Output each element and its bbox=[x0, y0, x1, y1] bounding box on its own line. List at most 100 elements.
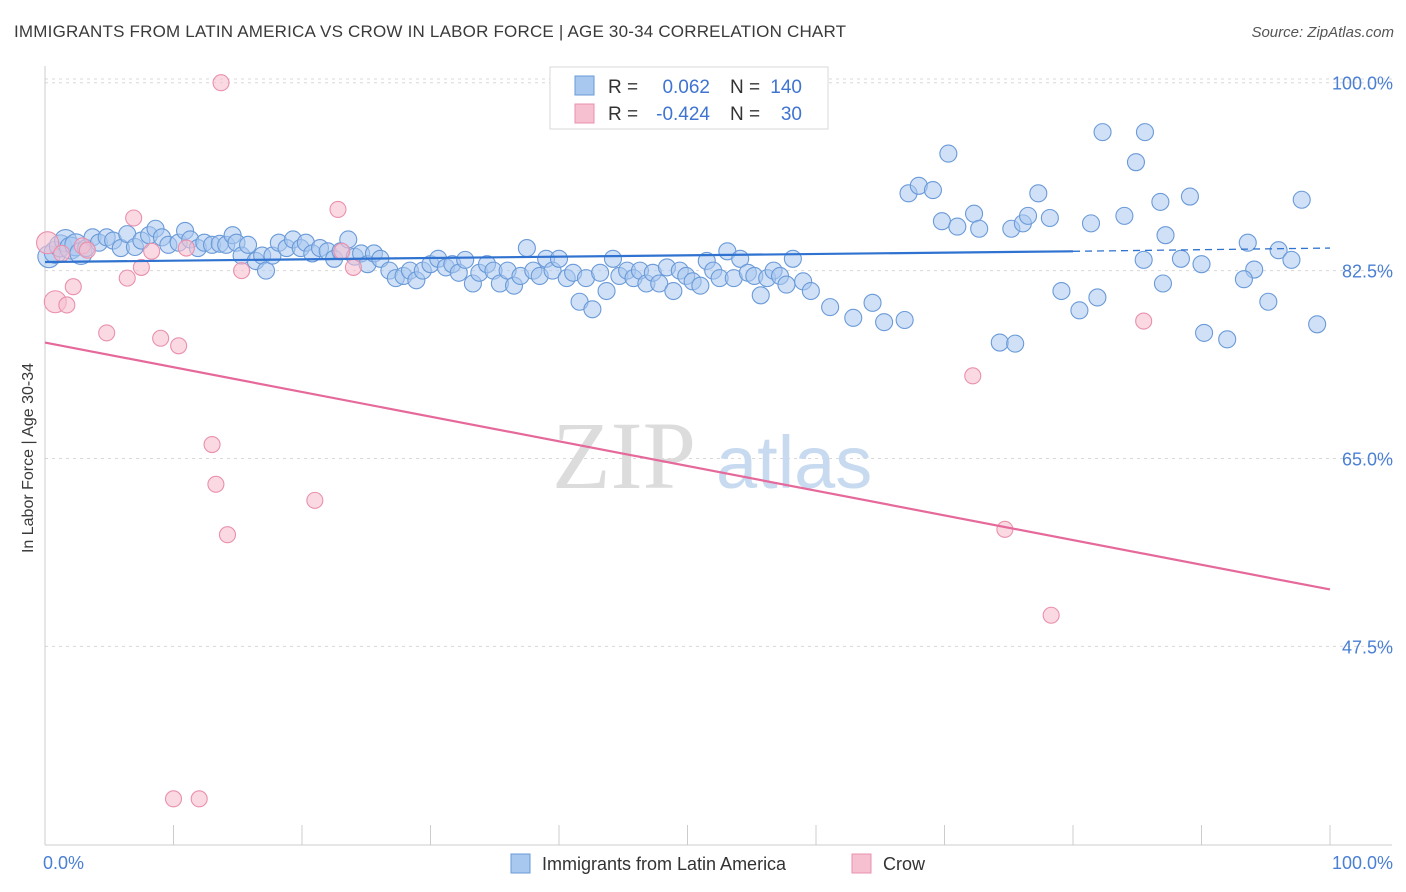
point-pink bbox=[329, 200, 347, 218]
point-blue bbox=[844, 308, 863, 327]
point-pink bbox=[190, 790, 208, 808]
legend-bottom-swatch-blue bbox=[510, 853, 531, 874]
point-blue bbox=[1308, 315, 1327, 334]
series-blue-points bbox=[37, 123, 1327, 353]
point-pink bbox=[98, 324, 116, 342]
point-blue bbox=[801, 281, 820, 301]
x-tick-labels: 0.0% 100.0% bbox=[43, 853, 1393, 873]
point-blue bbox=[1218, 330, 1237, 349]
point-blue bbox=[1234, 270, 1253, 289]
point-blue bbox=[751, 286, 770, 305]
point-pink bbox=[132, 258, 150, 276]
y-tick-labels: 47.5% 65.0% 82.5% 100.0% bbox=[1332, 74, 1393, 658]
point-pink bbox=[36, 231, 60, 255]
legend-n-value: 30 bbox=[781, 104, 802, 125]
point-pink bbox=[333, 242, 351, 260]
point-blue bbox=[549, 249, 569, 268]
point-pink bbox=[233, 262, 251, 280]
point-blue bbox=[875, 313, 894, 332]
point-pink bbox=[64, 278, 82, 296]
point-pink bbox=[53, 244, 71, 262]
point-blue bbox=[1259, 292, 1278, 311]
point-pink bbox=[964, 367, 982, 385]
point-blue bbox=[238, 235, 258, 254]
grid-lines bbox=[45, 78, 1392, 647]
legend-r-value: 0.062 bbox=[662, 77, 710, 98]
point-blue bbox=[1115, 206, 1134, 225]
legend-n-label: N = bbox=[730, 104, 760, 125]
legend-n-value: 140 bbox=[770, 77, 802, 98]
legend-top: R = 0.062 N = 140 R = -0.424 N = 30 bbox=[549, 66, 829, 130]
point-pink bbox=[212, 74, 230, 92]
point-blue bbox=[1156, 226, 1175, 245]
point-pink bbox=[177, 239, 195, 257]
legend-r-value: -0.424 bbox=[656, 104, 710, 125]
watermark-atlas: atlas bbox=[716, 421, 872, 504]
point-blue bbox=[1192, 255, 1211, 274]
legend-r-label: R = bbox=[608, 104, 638, 125]
point-blue bbox=[1171, 249, 1190, 268]
point-pink bbox=[1135, 312, 1153, 330]
point-blue bbox=[1134, 250, 1153, 269]
point-blue bbox=[1081, 214, 1101, 233]
watermark: ZIP atlas bbox=[552, 402, 872, 509]
point-blue bbox=[939, 144, 958, 163]
x-tick-label: 0.0% bbox=[43, 853, 84, 873]
point-blue bbox=[965, 204, 984, 223]
point-pink bbox=[58, 296, 76, 314]
point-blue bbox=[1093, 123, 1112, 142]
point-pink bbox=[118, 269, 136, 287]
point-blue bbox=[1040, 208, 1059, 228]
legend-bottom-label-blue: Immigrants from Latin America bbox=[542, 854, 787, 874]
point-blue bbox=[923, 181, 942, 200]
point-pink bbox=[203, 435, 221, 454]
point-blue bbox=[1135, 123, 1155, 142]
point-blue bbox=[691, 276, 710, 295]
point-pink bbox=[78, 241, 96, 259]
chart-title: IMMIGRANTS FROM LATIN AMERICA VS CROW IN… bbox=[14, 22, 847, 41]
point-pink bbox=[996, 520, 1014, 538]
point-blue bbox=[895, 310, 914, 330]
point-blue bbox=[603, 249, 623, 268]
source-label: Source: ZipAtlas.com bbox=[1251, 24, 1394, 41]
legend-n-label: N = bbox=[730, 77, 760, 98]
point-blue bbox=[1151, 192, 1170, 211]
point-blue bbox=[1269, 241, 1288, 260]
point-blue bbox=[597, 281, 616, 301]
axes bbox=[44, 66, 1392, 846]
point-blue bbox=[1070, 301, 1089, 320]
y-tick-label: 65.0% bbox=[1342, 450, 1393, 470]
point-blue bbox=[1180, 187, 1199, 206]
point-blue bbox=[990, 333, 1009, 352]
trend-line-pink bbox=[44, 341, 1331, 591]
series-pink-points bbox=[36, 74, 1153, 808]
point-blue bbox=[1126, 153, 1146, 172]
point-pink bbox=[344, 258, 362, 276]
point-pink bbox=[218, 526, 237, 544]
point-blue bbox=[1282, 250, 1301, 269]
point-pink bbox=[1042, 606, 1060, 624]
point-pink bbox=[164, 790, 183, 808]
legend-swatch-pink bbox=[574, 103, 595, 124]
trend-line-blue-extension bbox=[1072, 247, 1331, 252]
legend-bottom-label-pink: Crow bbox=[883, 854, 926, 874]
point-blue bbox=[821, 298, 840, 317]
point-blue bbox=[863, 293, 882, 312]
point-blue bbox=[1195, 323, 1214, 342]
point-blue bbox=[1153, 274, 1172, 293]
point-pink bbox=[170, 337, 188, 355]
point-blue bbox=[664, 281, 683, 301]
point-pink bbox=[143, 242, 161, 260]
point-blue bbox=[932, 212, 951, 231]
trend-line-blue bbox=[44, 250, 1074, 264]
y-axis-title: In Labor Force | Age 30-34 bbox=[20, 363, 37, 553]
point-blue bbox=[256, 261, 276, 280]
point-blue bbox=[1292, 190, 1311, 209]
legend-r-label: R = bbox=[608, 77, 638, 98]
trend-lines bbox=[44, 247, 1331, 591]
point-blue bbox=[970, 219, 989, 238]
point-blue bbox=[1006, 334, 1025, 353]
y-tick-label: 100.0% bbox=[1332, 74, 1393, 94]
point-blue bbox=[1018, 206, 1038, 225]
